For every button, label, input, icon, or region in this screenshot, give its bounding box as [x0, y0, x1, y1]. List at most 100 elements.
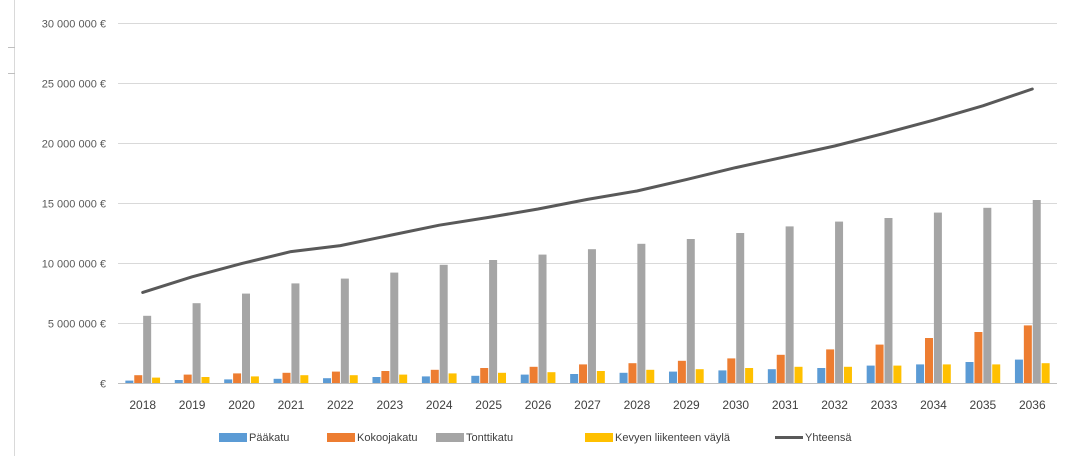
bar-kevyen-liikenteen-v-yl--2033 — [893, 366, 901, 383]
x-tick-label: 2034 — [920, 398, 947, 412]
bar-kokoojakatu-2035 — [974, 332, 982, 383]
x-tick-label: 2033 — [871, 398, 898, 412]
x-tick-label: 2035 — [970, 398, 997, 412]
legend-label-tonttikatu: Tonttikatu — [466, 432, 513, 444]
left-border-line — [14, 0, 15, 456]
bar-p-katu-2035 — [966, 362, 974, 383]
bar-p-katu-2022 — [323, 378, 331, 383]
bar-tonttikatu-2023 — [390, 273, 398, 383]
bar-kevyen-liikenteen-v-yl--2026 — [547, 372, 555, 383]
x-tick-label: 2031 — [772, 398, 799, 412]
bar-kokoojakatu-2029 — [678, 361, 686, 383]
gridlines — [118, 24, 1057, 384]
bar-kevyen-liikenteen-v-yl--2028 — [646, 370, 654, 383]
total-line — [143, 89, 1033, 292]
bar-kokoojakatu-2032 — [826, 349, 834, 383]
x-tick-label: 2019 — [179, 398, 206, 412]
bar-kevyen-liikenteen-v-yl--2027 — [597, 371, 605, 383]
bar-kevyen-liikenteen-v-yl--2031 — [795, 367, 803, 383]
x-axis: 2018 2019 2020 2021 2022 2023 2024 2025 2026 2027… — [129, 398, 1046, 412]
y-tick-label: 30 000 000 € — [42, 19, 106, 31]
bar-kokoojakatu-2023 — [381, 371, 389, 383]
bar-p-katu-2033 — [867, 366, 875, 383]
bar-p-katu-2021 — [274, 379, 282, 383]
bar-tonttikatu-2020 — [242, 294, 250, 383]
bar-kevyen-liikenteen-v-yl--2023 — [399, 375, 407, 383]
y-tick-label: 10 000 000 € — [42, 259, 106, 271]
bar-p-katu-2034 — [916, 364, 924, 383]
bar-tonttikatu-2033 — [884, 218, 892, 383]
x-tick-label: 2023 — [376, 398, 403, 412]
legend: Pääkatu Kokoojakatu Tonttikatu Kevyen liike… — [219, 432, 852, 444]
x-tick-label: 2030 — [722, 398, 749, 412]
x-tick-label: 2022 — [327, 398, 354, 412]
bar-p-katu-2030 — [718, 370, 726, 383]
x-tick-label: 2027 — [574, 398, 601, 412]
bar-kokoojakatu-2018 — [134, 375, 142, 383]
bar-p-katu-2028 — [620, 373, 628, 383]
bar-tonttikatu-2031 — [786, 226, 794, 383]
x-tick-label: 2020 — [228, 398, 255, 412]
x-tick-label: 2036 — [1019, 398, 1046, 412]
bar-tonttikatu-2032 — [835, 222, 843, 383]
bar-kokoojakatu-2034 — [925, 338, 933, 383]
x-tick-label: 2032 — [821, 398, 848, 412]
bar-kokoojakatu-2031 — [777, 355, 785, 383]
bar-kokoojakatu-2019 — [184, 375, 192, 383]
bar-p-katu-2026 — [521, 375, 529, 383]
bar-kokoojakatu-2028 — [628, 363, 636, 383]
legend-label-p-katu: Pääkatu — [249, 432, 289, 444]
x-tick-label: 2026 — [525, 398, 552, 412]
bar-kokoojakatu-2027 — [579, 364, 587, 383]
bar-tonttikatu-2024 — [440, 265, 448, 383]
bar-p-katu-2027 — [570, 374, 578, 383]
bar-kevyen-liikenteen-v-yl--2024 — [449, 373, 457, 383]
bar-kevyen-liikenteen-v-yl--2025 — [498, 373, 506, 383]
bar-tonttikatu-2030 — [736, 233, 744, 383]
legend-label-kevyen-liikenteen-v-yl-: Kevyen liikenteen väylä — [615, 432, 731, 444]
y-tick-label: 15 000 000 € — [42, 199, 106, 211]
bar-kokoojakatu-2036 — [1024, 325, 1032, 383]
y-tick-label: € — [100, 379, 106, 391]
line-series-yhteensa — [143, 89, 1033, 292]
bar-p-katu-2020 — [224, 379, 232, 383]
bar-kevyen-liikenteen-v-yl--2036 — [1042, 363, 1050, 383]
bar-p-katu-2031 — [768, 369, 776, 383]
bar-tonttikatu-2029 — [687, 239, 695, 383]
bar-kevyen-liikenteen-v-yl--2018 — [152, 378, 160, 383]
legend-swatch-tonttikatu — [436, 433, 464, 442]
x-tick-label: 2021 — [278, 398, 305, 412]
bar-kevyen-liikenteen-v-yl--2020 — [251, 376, 259, 383]
x-tick-label: 2025 — [475, 398, 502, 412]
bar-tonttikatu-2028 — [637, 244, 645, 383]
legend-label-kokoojakatu: Kokoojakatu — [357, 432, 418, 444]
bar-kokoojakatu-2033 — [876, 345, 884, 383]
bar-kevyen-liikenteen-v-yl--2030 — [745, 368, 753, 383]
bar-p-katu-2032 — [817, 368, 825, 383]
x-tick-label: 2018 — [129, 398, 156, 412]
bar-kokoojakatu-2022 — [332, 372, 340, 383]
x-tick-label: 2024 — [426, 398, 453, 412]
bar-tonttikatu-2021 — [291, 283, 299, 383]
bar-p-katu-2023 — [372, 377, 380, 383]
bar-p-katu-2018 — [125, 381, 133, 383]
bar-kevyen-liikenteen-v-yl--2034 — [943, 364, 951, 383]
legend-swatch-p-katu — [219, 433, 247, 442]
bars — [125, 200, 1049, 383]
bar-p-katu-2025 — [471, 376, 479, 383]
bar-kevyen-liikenteen-v-yl--2021 — [300, 375, 308, 383]
bar-kevyen-liikenteen-v-yl--2035 — [992, 364, 1000, 383]
bar-tonttikatu-2026 — [539, 255, 547, 383]
bar-tonttikatu-2034 — [934, 213, 942, 383]
bar-tonttikatu-2018 — [143, 316, 151, 383]
bar-tonttikatu-2036 — [1033, 200, 1041, 383]
left-border-tick — [8, 47, 15, 48]
y-tick-label: 5 000 000 € — [48, 319, 106, 331]
bar-kevyen-liikenteen-v-yl--2029 — [696, 369, 704, 383]
bar-kokoojakatu-2026 — [530, 367, 538, 383]
bar-kokoojakatu-2025 — [480, 368, 488, 383]
legend-swatch-kokoojakatu — [327, 433, 355, 442]
x-tick-label: 2028 — [624, 398, 651, 412]
